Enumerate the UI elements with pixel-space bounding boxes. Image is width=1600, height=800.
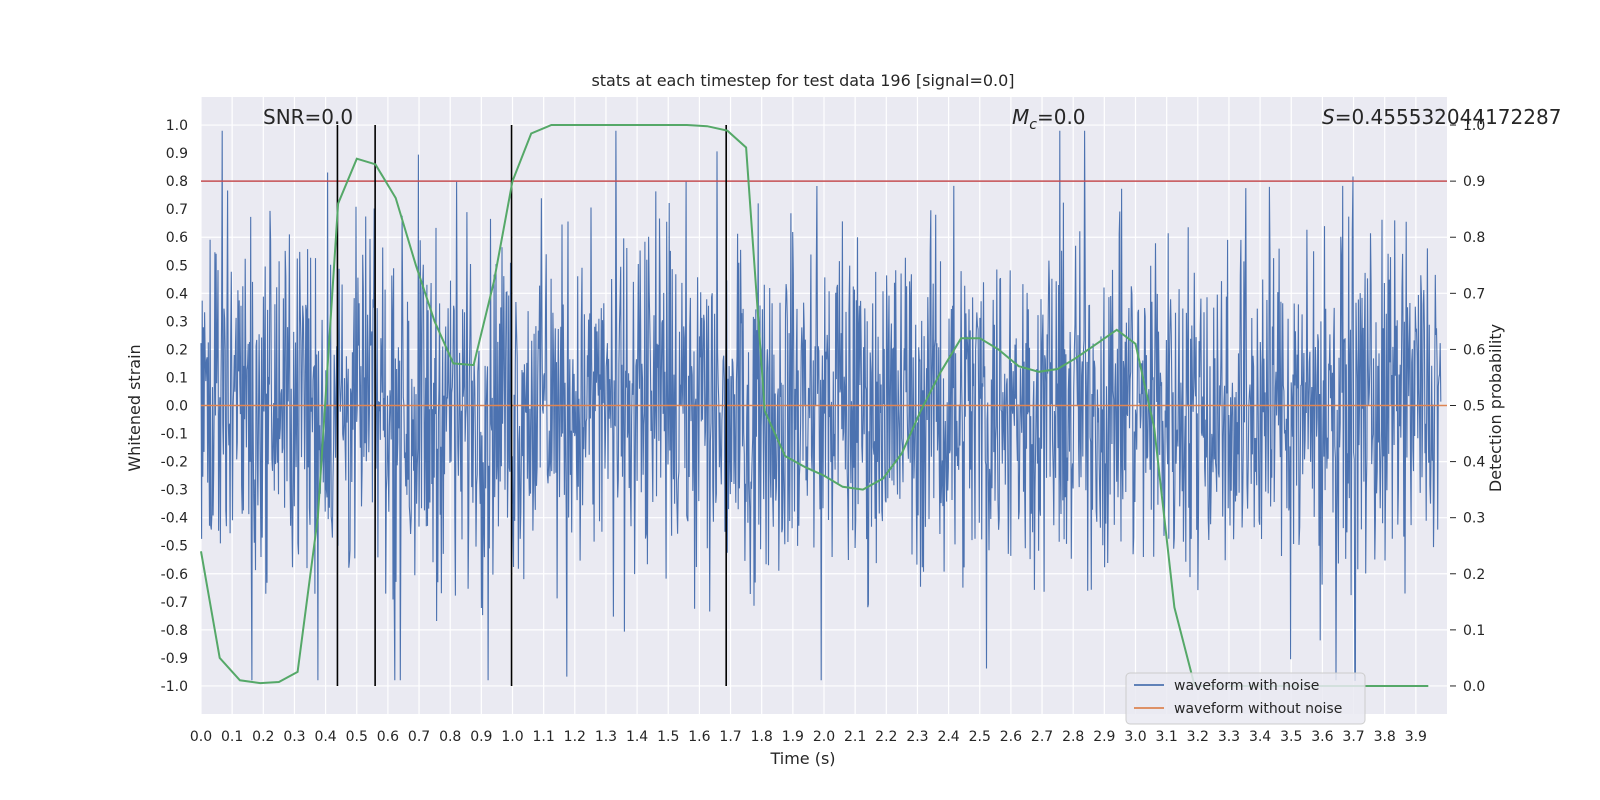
y-tick-label-20: 1.0: [166, 118, 188, 134]
y-axis-ticks: -1.0 -0.9 -0.8 -0.7 -0.6 -0.5 -0.4 -0.3 -0.2 -0.1…: [161, 118, 188, 695]
x-tick-label-11: 1.1: [533, 729, 555, 745]
y-tick-label-8: -0.2: [161, 455, 188, 471]
x-tick-label-12: 1.2: [564, 729, 586, 745]
x-tick-label-13: 1.3: [595, 729, 617, 745]
x-tick-label-30: 3.0: [1124, 729, 1146, 745]
y-tick-label-6: -0.4: [161, 511, 188, 527]
legend-label-clean: waveform without noise: [1174, 701, 1342, 717]
y-tick-label-0: -1.0: [161, 679, 188, 695]
x-tick-label-28: 2.8: [1062, 729, 1084, 745]
x-tick-label-23: 2.3: [906, 729, 928, 745]
y2-tick-label-10: 1.0: [1463, 118, 1485, 134]
x-tick-label-38: 3.8: [1374, 729, 1396, 745]
y-tick-label-16: 0.6: [166, 230, 188, 246]
y-axis-label: Whitened strain: [125, 344, 144, 471]
y-tick-label-17: 0.7: [166, 202, 188, 218]
legend: waveform with noise waveform without noi…: [1125, 672, 1366, 725]
x-tick-label-36: 3.6: [1311, 729, 1333, 745]
x-tick-label-33: 3.3: [1218, 729, 1240, 745]
x-tick-label-34: 3.4: [1249, 729, 1271, 745]
x-tick-label-17: 1.7: [719, 729, 741, 745]
y2-tick-label-3: 0.3: [1463, 511, 1485, 527]
mc-subscript: c: [1029, 117, 1037, 133]
chart-title: stats at each timestep for test data 196…: [591, 71, 1014, 90]
y2-axis-label: Detection probability: [1486, 324, 1505, 492]
x-tick-label-14: 1.4: [626, 729, 648, 745]
s-symbol: S: [1322, 105, 1335, 129]
x-tick-label-8: 0.8: [439, 729, 461, 745]
y-tick-label-4: -0.6: [161, 567, 188, 583]
y-tick-label-12: 0.2: [166, 342, 188, 358]
x-tick-label-6: 0.6: [377, 729, 399, 745]
y-tick-label-9: -0.1: [161, 427, 188, 443]
y-tick-label-1: -0.9: [161, 651, 188, 667]
y2-axis-ticks: 0.0 0.1 0.2 0.3 0.4 0.5 0.6 0.7 0.8 0.9 1.0: [1450, 118, 1485, 695]
y-tick-label-5: -0.5: [161, 539, 188, 555]
y-tick-label-10: 0.0: [166, 399, 188, 415]
y2-tick-label-1: 0.1: [1463, 623, 1485, 639]
x-tick-label-26: 2.6: [1000, 729, 1022, 745]
x-axis-label: Time (s): [769, 749, 835, 768]
x-tick-label-27: 2.7: [1031, 729, 1053, 745]
x-tick-label-2: 0.2: [252, 729, 274, 745]
y-tick-label-3: -0.7: [161, 595, 188, 611]
x-tick-label-0: 0.0: [190, 729, 212, 745]
x-tick-label-15: 1.5: [657, 729, 679, 745]
x-tick-label-9: 0.9: [470, 729, 492, 745]
x-tick-label-29: 2.9: [1093, 729, 1115, 745]
y2-tick-label-0: 0.0: [1463, 679, 1485, 695]
snr-annotation: SNR=0.0: [263, 105, 353, 129]
y-tick-label-11: 0.1: [166, 370, 188, 386]
x-tick-label-7: 0.7: [408, 729, 430, 745]
y2-tick-label-4: 0.4: [1463, 455, 1485, 471]
x-tick-label-37: 3.7: [1342, 729, 1364, 745]
mc-annotation: Mc=0.0: [1012, 105, 1086, 133]
y-tick-label-2: -0.8: [161, 623, 188, 639]
waveform-with-noise-series: [200, 130, 1442, 681]
noise-trace: [200, 130, 1442, 681]
x-tick-label-22: 2.2: [875, 729, 897, 745]
x-tick-label-16: 1.6: [688, 729, 710, 745]
x-tick-label-20: 2.0: [813, 729, 835, 745]
s-annotation: S=0.455532044172287: [1322, 105, 1561, 129]
x-tick-label-1: 0.1: [221, 729, 243, 745]
x-tick-label-19: 1.9: [782, 729, 804, 745]
x-tick-label-25: 2.5: [969, 729, 991, 745]
x-tick-label-10: 1.0: [501, 729, 523, 745]
x-tick-label-5: 0.5: [346, 729, 368, 745]
y2-tick-label-9: 0.9: [1463, 174, 1485, 190]
x-tick-label-18: 1.8: [751, 729, 773, 745]
y-tick-label-13: 0.3: [166, 314, 188, 330]
y2-tick-label-5: 0.5: [1463, 399, 1485, 415]
x-tick-label-32: 3.2: [1187, 729, 1209, 745]
y2-tick-label-8: 0.8: [1463, 230, 1485, 246]
y-tick-label-19: 0.9: [166, 146, 188, 162]
x-tick-label-3: 0.3: [283, 729, 305, 745]
y-tick-label-14: 0.4: [166, 286, 188, 302]
legend-box: [1125, 672, 1366, 725]
mc-value: =0.0: [1037, 105, 1086, 129]
s-value: =0.455532044172287: [1335, 105, 1562, 129]
x-tick-label-24: 2.4: [937, 729, 959, 745]
x-tick-label-31: 3.1: [1156, 729, 1178, 745]
x-tick-label-39: 3.9: [1405, 729, 1427, 745]
x-tick-label-35: 3.5: [1280, 729, 1302, 745]
x-axis-ticks: 0.0 0.1 0.2 0.3 0.4 0.5 0.6 0.7 0.8 0.9 1.0 1.1 1.2 1…: [190, 729, 1427, 745]
y2-tick-label-6: 0.6: [1463, 342, 1485, 358]
legend-label-noise: waveform with noise: [1174, 678, 1319, 694]
mc-symbol: M: [1012, 105, 1029, 129]
x-tick-label-21: 2.1: [844, 729, 866, 745]
y2-tick-label-2: 0.2: [1463, 567, 1485, 583]
x-tick-label-4: 0.4: [314, 729, 336, 745]
marker-lines: [336, 125, 727, 686]
y-tick-label-15: 0.5: [166, 258, 188, 274]
y-tick-label-18: 0.8: [166, 174, 188, 190]
y-tick-label-7: -0.3: [161, 483, 188, 499]
y2-tick-label-7: 0.7: [1463, 286, 1485, 302]
